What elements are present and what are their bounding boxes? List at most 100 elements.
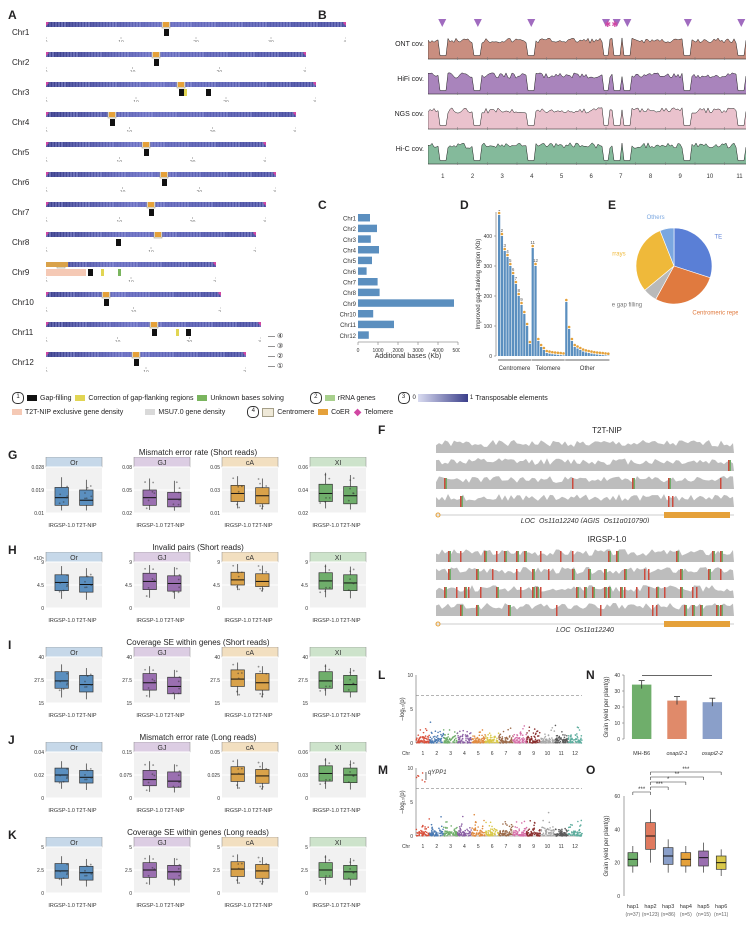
panel-label-B: B — [318, 8, 327, 22]
panel-G: Mismatch error rate (Short reads)Or0.010… — [22, 448, 374, 540]
svg-text:Chr7: Chr7 — [343, 280, 357, 286]
svg-text:15: 15 — [38, 701, 44, 707]
svg-text:IRGSP-1.0: IRGSP-1.0 — [312, 618, 339, 624]
svg-text:cA: cA — [246, 460, 255, 467]
panel-J: Mismatch error rate (Long reads)Or00.020… — [22, 733, 374, 825]
box-panel-title: Coverage SE within genes (Short reads) — [22, 638, 374, 647]
svg-text:9: 9 — [532, 751, 535, 757]
panel-label-J: J — [8, 733, 15, 747]
svg-text:9: 9 — [129, 560, 132, 566]
svg-text:0.02: 0.02 — [122, 511, 132, 517]
svg-text:27.5: 27.5 — [210, 678, 220, 684]
svg-text:(n=86): (n=86) — [661, 912, 676, 918]
svg-text:T2T-NIP: T2T-NIP — [76, 618, 97, 624]
svg-text:4: 4 — [530, 174, 534, 180]
svg-text:11: 11 — [559, 751, 564, 757]
svg-text:0: 0 — [410, 741, 413, 747]
svg-text:Chr1: Chr1 — [343, 216, 357, 222]
svg-text:IRGSP-1.0: IRGSP-1.0 — [136, 618, 163, 624]
svg-text:✱: ✱ — [604, 20, 611, 29]
svg-text:30: 30 — [313, 100, 316, 102]
svg-text:***: *** — [638, 787, 646, 793]
svg-text:GJ: GJ — [158, 555, 167, 562]
panelF-title: T2T-NIP — [436, 426, 746, 435]
chr-label: Chr1 — [12, 28, 29, 37]
panel-M: 0510–log₁₀(p)123456789101112ChrqYPP1 — [396, 766, 584, 854]
svg-text:0.028: 0.028 — [31, 465, 44, 471]
svg-text:27.5: 27.5 — [122, 678, 132, 684]
legend-label: CoER — [331, 409, 350, 416]
svg-text:5: 5 — [509, 258, 512, 263]
svg-text:20: 20 — [193, 40, 199, 42]
svg-text:0.04: 0.04 — [34, 750, 44, 756]
svg-text:IRGSP-1.0: IRGSP-1.0 — [224, 808, 251, 814]
svg-text:5: 5 — [217, 845, 220, 851]
svg-text:10: 10 — [706, 174, 713, 180]
panel-label-A: A — [8, 8, 17, 22]
svg-text:9: 9 — [305, 560, 308, 566]
svg-text:200: 200 — [484, 294, 493, 300]
svg-text:LOC_Os11g12240 (AGIS_Os11g0107: LOC_Os11g12240 (AGIS_Os11g010790) — [521, 518, 650, 523]
svg-text:300: 300 — [484, 264, 493, 270]
panel-label-O: O — [586, 763, 595, 777]
svg-text:40: 40 — [614, 673, 620, 679]
svg-text:IRGSP-1.0: IRGSP-1.0 — [312, 713, 339, 719]
svg-text:15: 15 — [302, 701, 308, 707]
svg-text:0: 0 — [217, 796, 220, 802]
svg-text:Chr8: Chr8 — [343, 291, 357, 297]
svg-text:osapi2-1: osapi2-1 — [666, 751, 687, 757]
svg-text:0: 0 — [46, 190, 48, 192]
svg-text:IRGSP-1.0: IRGSP-1.0 — [48, 523, 75, 529]
svg-text:10: 10 — [115, 340, 121, 342]
svg-text:10: 10 — [545, 844, 551, 850]
svg-text:0: 0 — [129, 796, 132, 802]
svg-text:hap3: hap3 — [662, 904, 674, 910]
svg-text:T2T-NIP: T2T-NIP — [164, 523, 185, 529]
svg-text:hap4: hap4 — [680, 904, 692, 910]
svg-text:IRGSP-1.0: IRGSP-1.0 — [312, 808, 339, 814]
svg-text:IRGSP-1.0: IRGSP-1.0 — [48, 713, 75, 719]
svg-text:XI: XI — [335, 650, 342, 657]
panel-B: ✱✱ONT cov.4000HiFi cov.800NGS cov.1200Hi… — [378, 18, 746, 193]
panel-N: 010203040Grain yield per plant(g)MH-B6os… — [600, 673, 734, 761]
svg-text:5: 5 — [305, 845, 308, 851]
svg-text:IRGSP-1.0: IRGSP-1.0 — [224, 903, 251, 909]
svg-text:27.5: 27.5 — [34, 678, 44, 684]
svg-text:40: 40 — [126, 655, 132, 661]
svg-text:20: 20 — [190, 160, 196, 162]
svg-text:2.5: 2.5 — [301, 868, 308, 874]
svg-text:10: 10 — [131, 310, 137, 312]
svg-text:T2T-NIP: T2T-NIP — [340, 618, 361, 624]
svg-text:0: 0 — [617, 737, 620, 743]
svg-text:4: 4 — [463, 751, 466, 757]
box-panel-title: Mismatch error rate (Short reads) — [22, 448, 374, 457]
svg-text:5: 5 — [129, 845, 132, 851]
svg-text:8: 8 — [518, 751, 521, 757]
svg-text:20: 20 — [187, 340, 193, 342]
svg-text:0: 0 — [41, 891, 44, 897]
svg-text:0: 0 — [46, 70, 48, 72]
svg-text:10: 10 — [128, 280, 134, 282]
svg-text:5: 5 — [477, 751, 480, 757]
svg-text:30: 30 — [263, 220, 266, 222]
svg-text:0: 0 — [46, 100, 48, 102]
svg-text:2: 2 — [435, 751, 438, 757]
svg-text:0: 0 — [41, 606, 44, 612]
svg-text:T2T-NIP: T2T-NIP — [252, 808, 273, 814]
svg-text:11: 11 — [530, 240, 535, 245]
svg-text:12: 12 — [572, 751, 578, 757]
chr-label: Chr3 — [12, 88, 29, 97]
svg-text:20: 20 — [190, 220, 196, 222]
svg-text:7: 7 — [515, 276, 518, 281]
svg-text:IRGSP-1.0: IRGSP-1.0 — [224, 523, 251, 529]
svg-text:0.02: 0.02 — [34, 773, 44, 779]
svg-text:T2T-NIP: T2T-NIP — [164, 713, 185, 719]
svg-text:4.5: 4.5 — [125, 583, 132, 589]
svg-text:9: 9 — [217, 560, 220, 566]
svg-text:8: 8 — [649, 174, 653, 180]
panelF-title: IRGSP-1.0 — [436, 535, 746, 544]
svg-text:40: 40 — [614, 827, 620, 833]
svg-text:Or: Or — [70, 460, 78, 467]
svg-text:IRGSP-1.0: IRGSP-1.0 — [48, 808, 75, 814]
svg-text:2: 2 — [501, 228, 504, 233]
